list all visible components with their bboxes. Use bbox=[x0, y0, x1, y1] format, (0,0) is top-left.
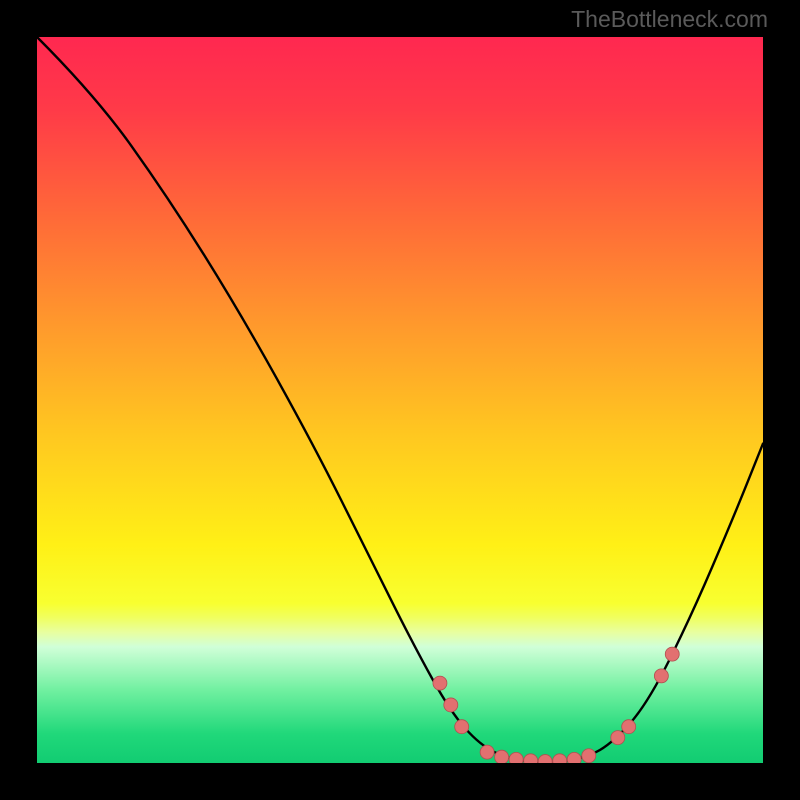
data-marker bbox=[582, 749, 596, 763]
data-marker bbox=[444, 698, 458, 712]
data-marker bbox=[665, 647, 679, 661]
data-marker bbox=[654, 669, 668, 683]
gradient-background bbox=[37, 37, 763, 763]
chart-plot-area bbox=[37, 37, 763, 763]
data-marker bbox=[509, 752, 523, 763]
data-marker bbox=[495, 750, 509, 763]
stage: TheBottleneck.com bbox=[0, 0, 800, 800]
watermark-text: TheBottleneck.com bbox=[571, 6, 768, 33]
data-marker bbox=[622, 720, 636, 734]
data-marker bbox=[567, 752, 581, 763]
data-marker bbox=[611, 731, 625, 745]
data-marker bbox=[433, 676, 447, 690]
data-marker bbox=[455, 720, 469, 734]
data-marker bbox=[480, 745, 494, 759]
